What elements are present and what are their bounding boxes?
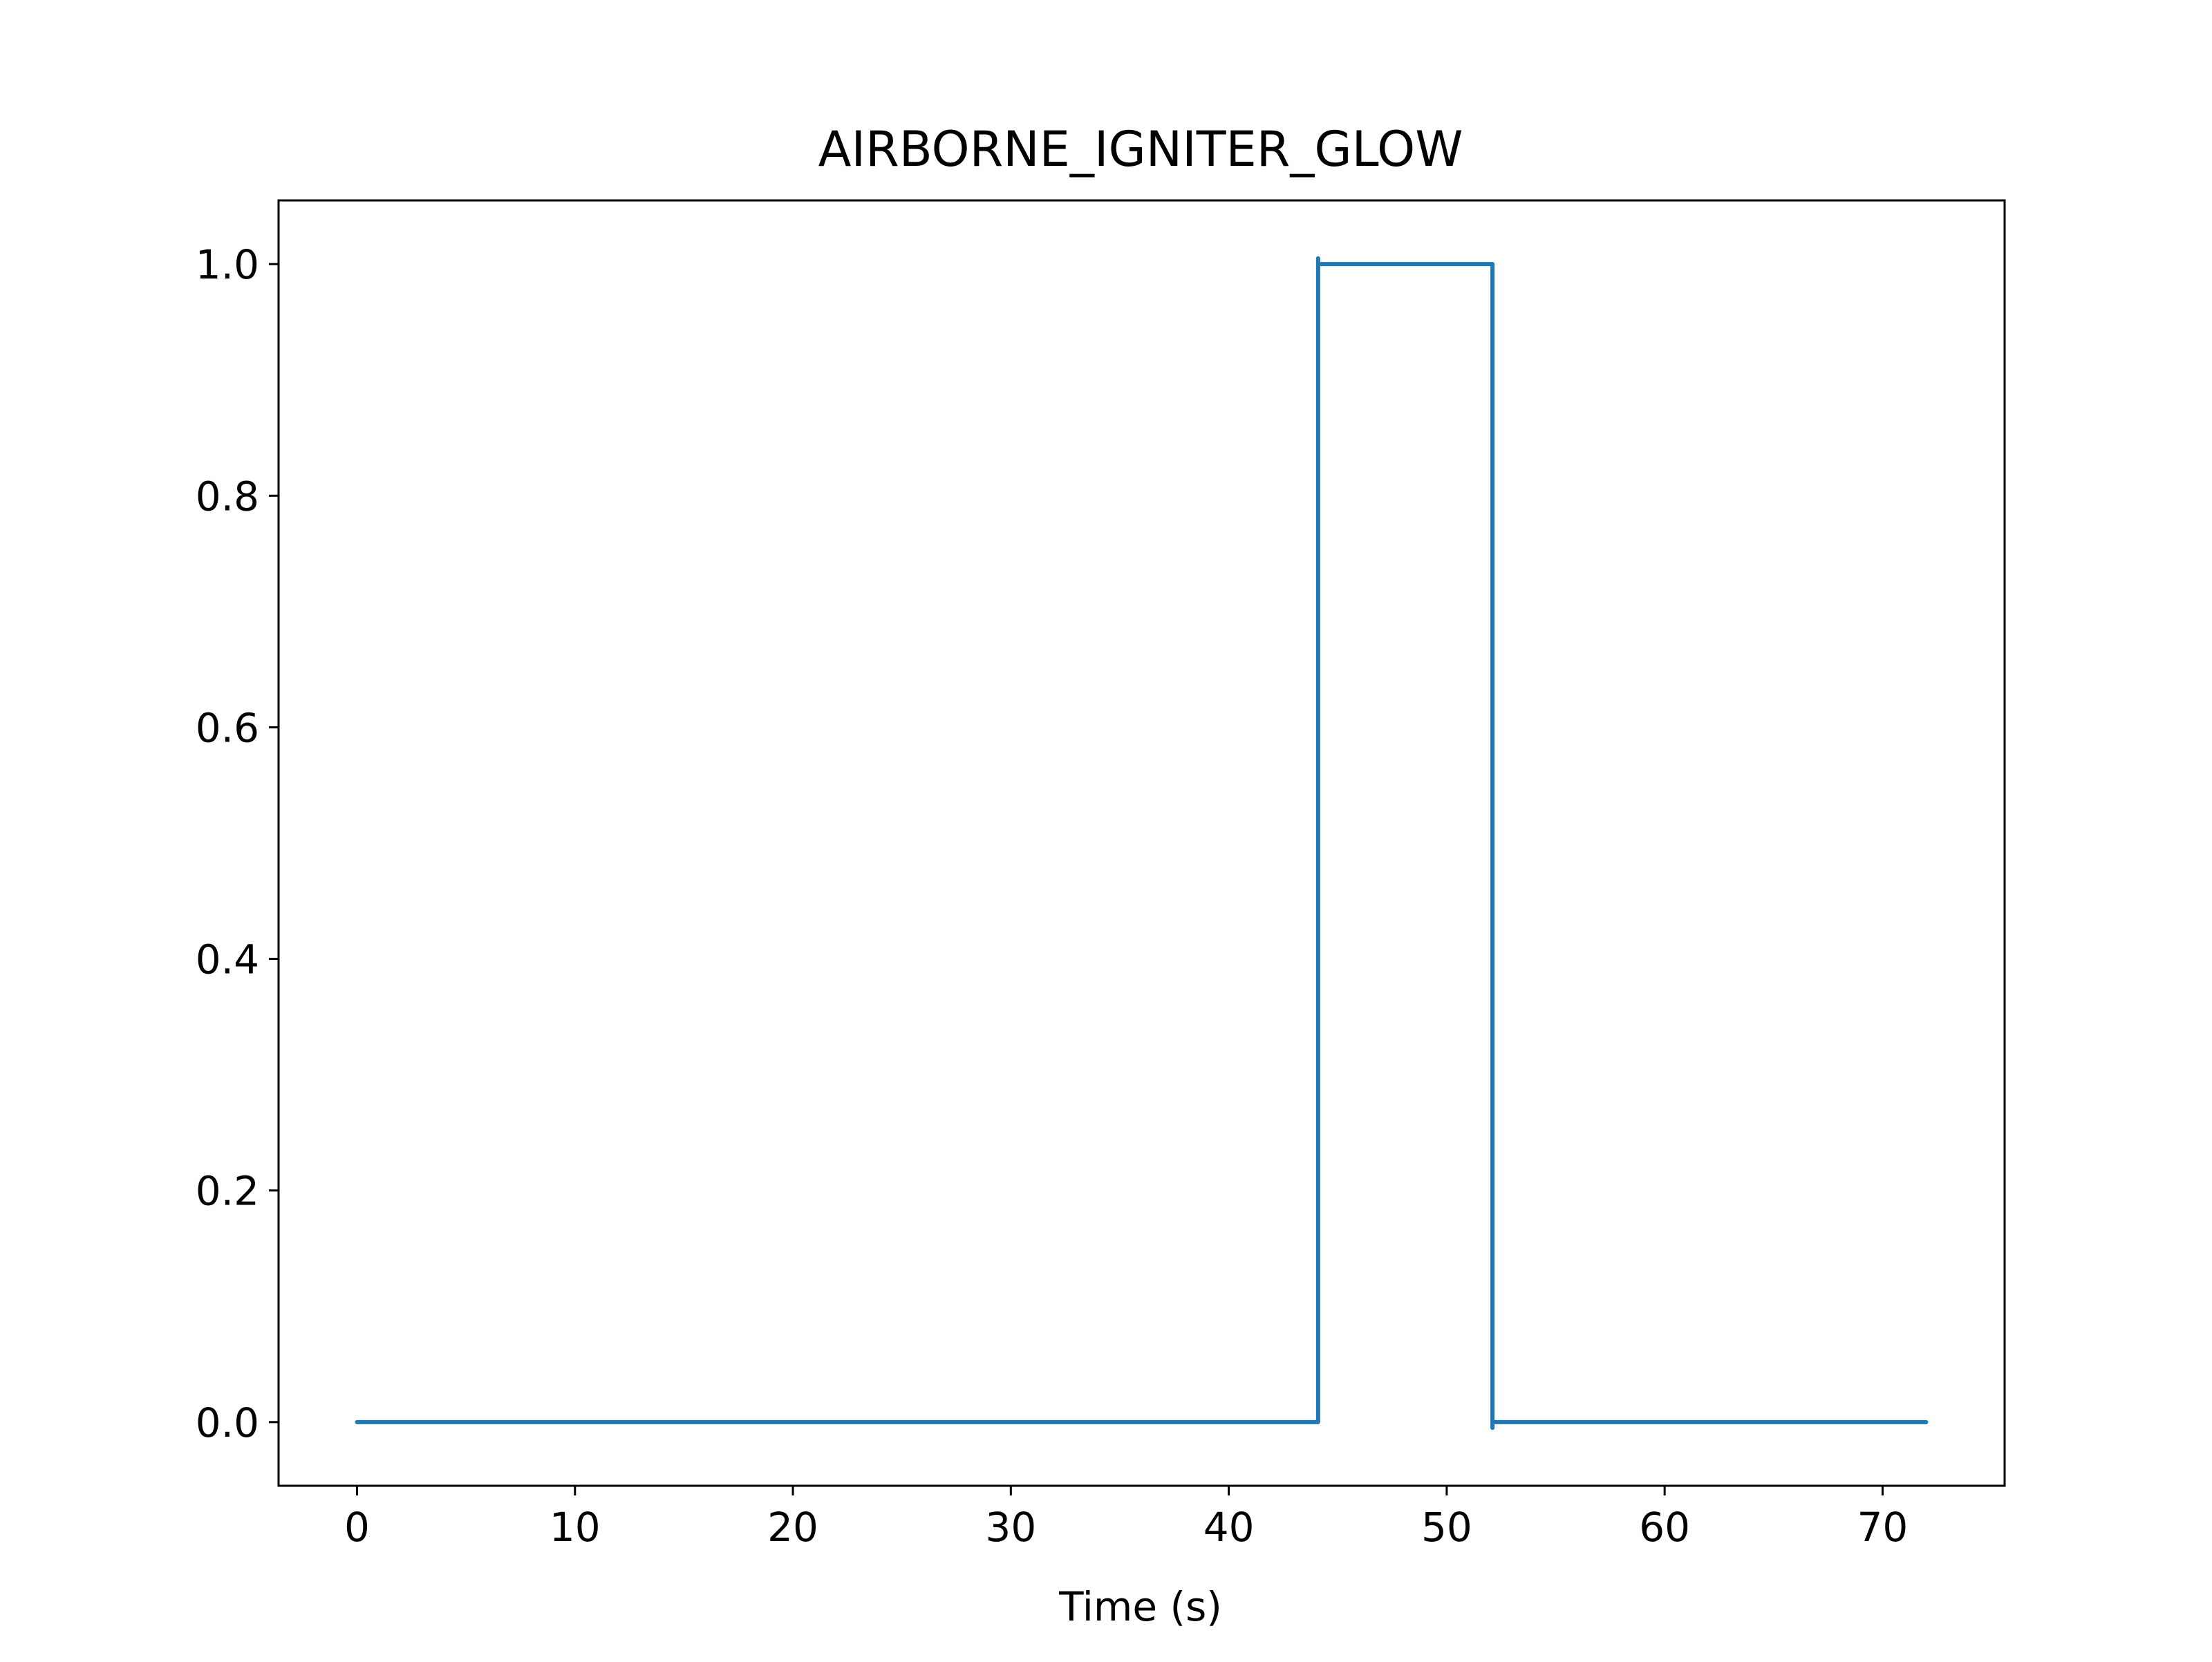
x-axis: 0 10 20 30 40 50 60 70 [344,1486,1908,1551]
y-tick-label: 0.0 [196,1399,259,1446]
x-tick-label: 10 [550,1504,601,1551]
y-tick-label: 0.4 [196,936,259,983]
plot-layer [355,256,1929,1430]
y-axis: 0.0 0.2 0.4 0.6 0.8 1.0 [196,241,279,1446]
chart-title: AIRBORNE_IGNITER_GLOW [818,121,1463,178]
x-tick-label: 70 [1857,1504,1909,1551]
y-tick-label: 1.0 [196,241,259,288]
x-tick-label: 40 [1203,1504,1255,1551]
x-axis-label: Time (s) [1058,1583,1222,1630]
x-tick-label: 60 [1639,1504,1690,1551]
y-tick-label: 0.6 [196,704,259,751]
plot-frame [277,199,2006,1487]
y-tick-label: 0.8 [196,473,259,520]
x-tick-label: 0 [344,1504,370,1551]
series-line-0 [355,256,1929,1430]
x-tick-label: 20 [767,1504,818,1551]
x-tick-label: 50 [1421,1504,1472,1551]
y-tick-label: 0.2 [196,1168,259,1215]
x-tick-label: 30 [985,1504,1036,1551]
